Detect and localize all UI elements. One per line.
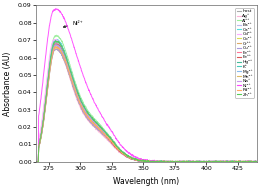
X-axis label: Wavelength (nm): Wavelength (nm) [113, 177, 179, 186]
Y-axis label: Absorbance (AU): Absorbance (AU) [3, 51, 12, 116]
Legend: host, Ag⁺, Al³⁺, Ba²⁺, Ca²⁺, Cd²⁺, Co²⁺, Cr³⁺, Cu²⁺, Fe²⁺, Fe³⁺, Hg²⁺, K⁺, Mg²⁺,: host, Ag⁺, Al³⁺, Ba²⁺, Ca²⁺, Cd²⁺, Co²⁺,… [236, 8, 254, 98]
Text: Ni²⁺: Ni²⁺ [63, 21, 83, 28]
